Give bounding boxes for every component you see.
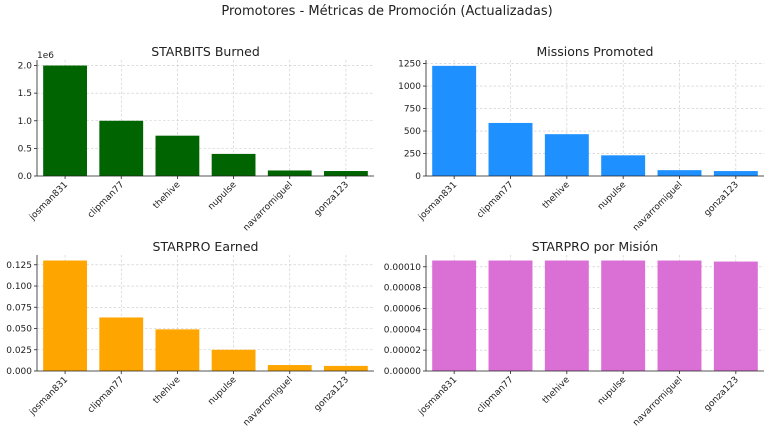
- y-tick-label: 0.050: [6, 325, 32, 335]
- y-tick-label: 0.075: [6, 303, 32, 313]
- bar-josman831: [43, 260, 87, 371]
- bar-gonza123: [713, 261, 758, 371]
- y-tick-label: 0.0: [18, 172, 33, 182]
- bar-josman831: [432, 65, 477, 176]
- x-tick-label: gonza123: [703, 180, 741, 218]
- y-tick-label: 0.100: [6, 282, 32, 292]
- bar-nupulse: [211, 153, 256, 176]
- y-tick-label: 0.025: [6, 346, 32, 356]
- x-tick-label: thehive: [541, 180, 572, 211]
- x-tick-label: clipman77: [475, 375, 515, 415]
- y-tick-label: 0.00002: [384, 346, 421, 356]
- x-tick-label: gonza123: [313, 180, 351, 218]
- x-tick-label: nupulse: [206, 375, 239, 408]
- x-tick-label: gonza123: [313, 375, 351, 413]
- bar-clipman77: [99, 317, 144, 371]
- x-tick-label: navarromiguel: [631, 180, 684, 233]
- bar-clipman77: [488, 122, 533, 176]
- x-tick-label: nupulse: [206, 180, 239, 213]
- y-tick-label: 0: [415, 172, 421, 182]
- y-tick-label: 0.5: [18, 144, 32, 154]
- chart-title: STARPRO por Misión: [532, 239, 658, 254]
- x-tick-label: nupulse: [596, 180, 629, 213]
- bar-clipman77: [488, 260, 533, 371]
- x-tick-label: thehive: [541, 375, 572, 406]
- x-tick-label: josman831: [416, 180, 459, 223]
- chart-panel-4: STARPRO por Misión 0.00000 0.00002 0.00004 0…: [384, 239, 764, 428]
- bar-thehive: [544, 260, 589, 371]
- chart-title: Missions Promoted: [537, 44, 654, 59]
- x-tick-label: gonza123: [703, 375, 741, 413]
- x-tick-label: navarromiguel: [242, 375, 295, 428]
- x-tick-label: clipman77: [86, 375, 126, 415]
- bar-navarromiguel: [267, 170, 312, 176]
- y-tick-label: 1.0: [18, 117, 33, 127]
- bar-josman831: [432, 260, 477, 371]
- y-tick-label: 0.125: [6, 261, 32, 271]
- chart-title: STARPRO Earned: [153, 239, 259, 254]
- x-tick-label: nupulse: [596, 375, 629, 408]
- chart-panel-3: STARPRO Earned 0.000 0.025 0.050 0.075 0.100 0…: [6, 239, 374, 428]
- x-tick-label: clipman77: [475, 180, 515, 220]
- y-tick-label: 1000: [398, 82, 421, 92]
- y-tick-label: 0.00010: [384, 263, 421, 273]
- y-tick-label: 500: [404, 127, 421, 137]
- bar-navarromiguel: [657, 170, 702, 176]
- x-tick-label: clipman77: [86, 180, 126, 220]
- axis-offset-label: 1e6: [37, 51, 54, 61]
- y-tick-label: 0.00004: [384, 325, 421, 335]
- x-tick-label: josman831: [416, 375, 459, 418]
- chart-panel-1: STARBITS Burned 0.0 0.5 1.0 1.5 2.0 josman831 c…: [18, 44, 374, 233]
- y-tick-label: 1.5: [18, 89, 32, 99]
- y-tick-label: 250: [404, 150, 421, 160]
- bar-navarromiguel: [267, 365, 312, 371]
- x-tick-label: josman831: [27, 375, 70, 418]
- bar-clipman77: [99, 120, 144, 176]
- chart-panel-2: Missions Promoted 0 250 500 750 1000 1250 josma…: [398, 44, 764, 233]
- x-tick-label: navarromiguel: [242, 180, 295, 233]
- bar-gonza123: [713, 171, 758, 176]
- bar-thehive: [544, 134, 589, 176]
- y-tick-label: 750: [404, 105, 421, 115]
- bar-navarromiguel: [657, 260, 702, 371]
- y-tick-label: 0.00000: [384, 367, 421, 377]
- y-tick-label: 0.00006: [384, 304, 421, 314]
- y-tick-label: 0.000: [6, 367, 32, 377]
- x-tick-label: thehive: [152, 375, 183, 406]
- bar-josman831: [43, 65, 87, 176]
- y-tick-label: 0.00008: [384, 284, 421, 294]
- x-tick-label: navarromiguel: [631, 375, 684, 428]
- y-tick-label: 1250: [398, 60, 421, 70]
- bar-gonza123: [324, 365, 368, 371]
- x-tick-label: josman831: [27, 180, 70, 223]
- bar-nupulse: [601, 260, 646, 371]
- x-tick-label: thehive: [152, 180, 183, 211]
- figure-title: Promotores - Métricas de Promoción (Actu…: [221, 4, 552, 19]
- bar-gonza123: [324, 171, 368, 176]
- y-tick-label: 2.0: [18, 62, 33, 72]
- bar-nupulse: [601, 155, 646, 176]
- bar-nupulse: [211, 349, 256, 371]
- bar-thehive: [155, 135, 200, 176]
- bar-thehive: [155, 329, 200, 371]
- chart-title: STARBITS Burned: [151, 44, 260, 59]
